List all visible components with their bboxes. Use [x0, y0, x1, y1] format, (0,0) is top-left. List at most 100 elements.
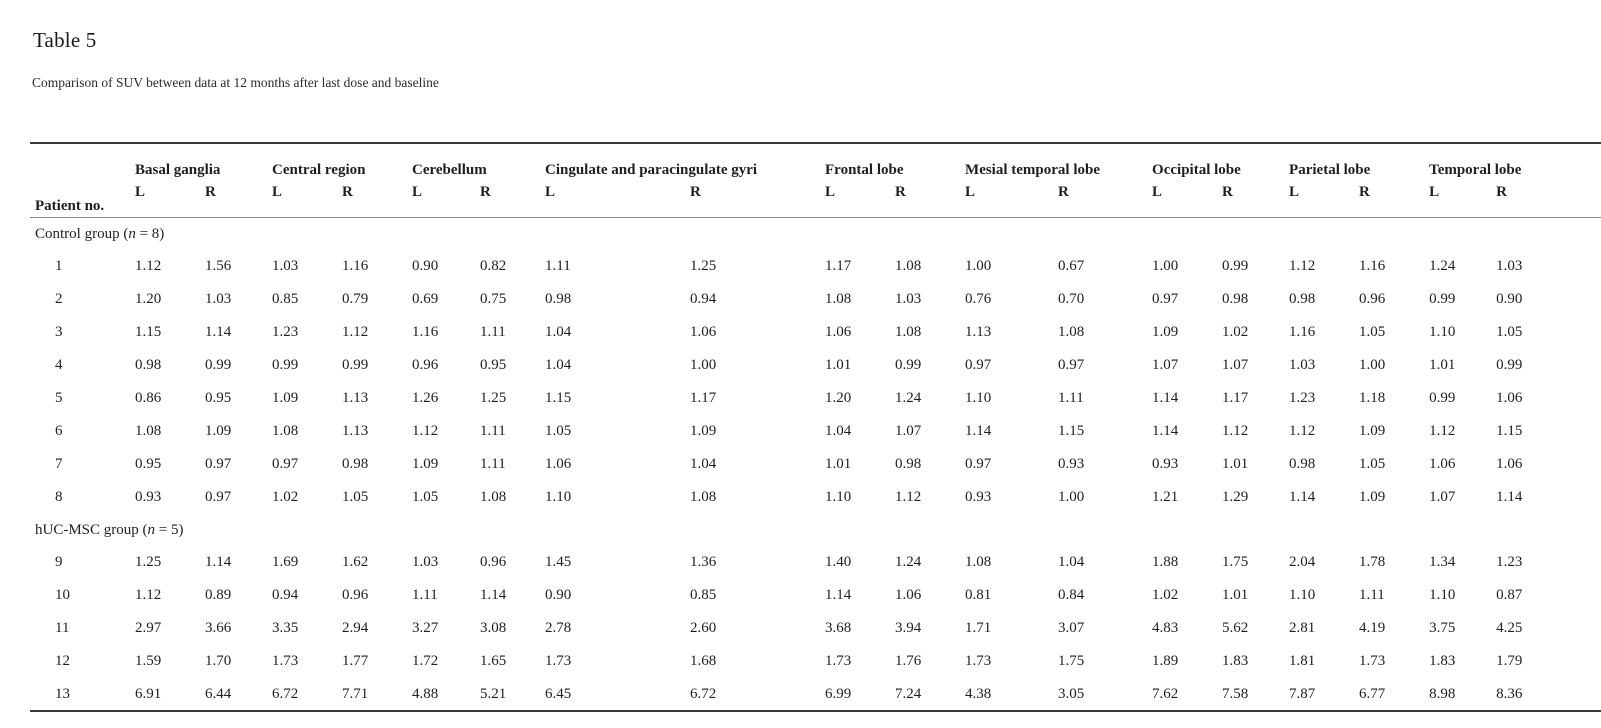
suv-value-cell: 6.72 [272, 685, 299, 702]
suv-value-cell: 1.09 [1359, 489, 1386, 505]
suv-value-cell: 1.78 [1359, 554, 1386, 570]
table-row: 9 1.25 1.14 1.69 1.62 1.03 0.96 1.45 1.36 1.40 1.2… [30, 546, 1601, 579]
suv-value-cell: 1.14 [1152, 390, 1179, 406]
suv-value-cell: 7.87 [1289, 685, 1316, 702]
suv-value-cell: 0.98 [135, 357, 162, 373]
suv-value-cell: 1.03 [412, 554, 439, 570]
suv-value-cell: 4.25 [1496, 620, 1523, 636]
suv-value-cell: 1.81 [1289, 653, 1316, 669]
suv-value-cell: 1.14 [1496, 489, 1523, 505]
table-body: Control group (n = 8) 1 1.12 1.56 1.03 1.16 0.… [30, 218, 1601, 712]
suv-value-cell: 0.99 [1429, 390, 1456, 406]
suv-value-cell: 1.34 [1429, 554, 1456, 570]
col-header-side: R [895, 184, 906, 200]
col-header-region: Occipital lobe [1152, 162, 1241, 178]
suv-value-cell: 0.93 [135, 489, 162, 505]
group-label-prefix: Control group ( [35, 225, 129, 242]
col-header-side: L [1152, 184, 1163, 200]
suv-value-cell: 0.90 [1496, 291, 1523, 307]
suv-value-cell: 1.12 [1222, 423, 1249, 439]
suv-value-cell: 1.11 [1058, 390, 1084, 406]
suv-value-cell: 1.23 [1289, 390, 1316, 406]
patient-number-cell: 6 [55, 423, 63, 439]
suv-value-cell: 1.76 [895, 653, 922, 669]
col-header-side: L [272, 184, 283, 200]
suv-value-cell: 0.85 [690, 587, 717, 603]
suv-value-cell: 1.14 [1152, 423, 1179, 439]
suv-value-cell: 1.08 [690, 489, 717, 505]
suv-value-cell: 4.38 [965, 685, 992, 702]
suv-value-cell: 1.83 [1429, 653, 1456, 669]
patient-number-cell: 10 [55, 587, 70, 603]
suv-value-cell: 1.09 [205, 423, 232, 439]
suv-value-cell: 4.19 [1359, 620, 1386, 636]
suv-value-cell: 1.08 [480, 489, 507, 505]
suv-value-cell: 1.71 [965, 620, 992, 636]
suv-value-cell: 1.08 [965, 554, 992, 570]
suv-value-cell: 1.11 [480, 324, 506, 340]
table-caption: Comparison of SUV between data at 12 mon… [32, 75, 439, 90]
suv-value-cell: 1.11 [480, 456, 506, 472]
suv-comparison-table: Patient no. Basal ganglia Central region Ce… [30, 142, 1601, 712]
suv-value-cell: 1.08 [1058, 324, 1085, 340]
suv-value-cell: 3.27 [412, 620, 439, 636]
suv-value-cell: 0.93 [1152, 456, 1179, 472]
col-header-side: R [1496, 184, 1507, 200]
table-row: 10 1.12 0.89 0.94 0.96 1.11 1.14 0.90 0.85 1.14 1.… [30, 579, 1601, 612]
patient-number-cell: 1 [55, 258, 63, 274]
col-header-region: Parietal lobe [1289, 162, 1371, 178]
suv-value-cell: 0.90 [545, 587, 572, 603]
col-header-region: Temporal lobe [1429, 162, 1522, 178]
suv-value-cell: 0.95 [205, 390, 232, 406]
suv-value-cell: 1.05 [342, 489, 369, 505]
suv-value-cell: 1.01 [825, 357, 852, 373]
patient-number-cell: 11 [55, 620, 70, 636]
suv-value-cell: 0.97 [272, 456, 299, 472]
suv-value-cell: 1.15 [1496, 423, 1523, 439]
suv-value-cell: 8.98 [1429, 685, 1456, 702]
table-row: 4 0.98 0.99 0.99 0.99 0.96 0.95 1.04 1.00 1.01 0.9… [30, 349, 1601, 382]
patient-number-cell: 4 [55, 357, 63, 373]
suv-value-cell: 1.08 [135, 423, 162, 439]
suv-value-cell: 1.45 [545, 554, 572, 570]
suv-value-cell: 1.20 [135, 291, 162, 307]
suv-value-cell: 1.14 [480, 587, 507, 603]
col-header-side: L [825, 184, 836, 200]
suv-value-cell: 1.10 [965, 390, 992, 406]
suv-value-cell: 1.10 [1289, 587, 1316, 603]
suv-value-cell: 0.85 [272, 291, 299, 307]
table-row: 6 1.08 1.09 1.08 1.13 1.12 1.11 1.05 1.09 1.04 1.0… [30, 415, 1601, 448]
suv-value-cell: 1.05 [1359, 456, 1386, 472]
suv-value-cell: 1.17 [1222, 390, 1249, 406]
table-row: 1 1.12 1.56 1.03 1.16 0.90 0.82 1.11 1.25 1.17 1.0… [30, 250, 1601, 283]
table-row: 12 1.59 1.70 1.73 1.77 1.72 1.65 1.73 1.68 1.73 1.… [30, 645, 1601, 678]
suv-value-cell: 1.09 [1152, 324, 1179, 340]
suv-value-cell: 1.16 [412, 324, 439, 340]
suv-value-cell: 1.09 [1359, 423, 1386, 439]
suv-value-cell: 1.03 [205, 291, 232, 307]
suv-value-cell: 1.14 [205, 324, 232, 340]
suv-value-cell: 2.94 [342, 620, 369, 636]
suv-value-cell: 1.18 [1359, 390, 1386, 406]
col-header-side: R [1058, 184, 1069, 200]
col-header-side: L [1289, 184, 1300, 200]
suv-value-cell: 0.97 [965, 456, 992, 472]
suv-value-cell: 1.24 [895, 390, 922, 406]
suv-value-cell: 1.16 [342, 258, 369, 274]
suv-value-cell: 1.12 [1289, 423, 1316, 439]
suv-value-cell: 1.04 [1058, 554, 1085, 570]
group-header-cell: Control group (n = 8) [30, 218, 1601, 251]
suv-value-cell: 1.07 [1152, 357, 1179, 373]
suv-value-cell: 5.62 [1222, 620, 1249, 636]
suv-value-cell: 1.12 [1289, 258, 1316, 274]
suv-value-cell: 8.36 [1496, 685, 1523, 702]
suv-value-cell: 0.90 [412, 258, 439, 274]
suv-value-cell: 1.15 [545, 390, 572, 406]
suv-value-cell: 0.82 [480, 258, 507, 274]
suv-value-cell: 1.73 [272, 653, 299, 669]
suv-value-cell: 1.12 [135, 258, 162, 274]
suv-value-cell: 3.35 [272, 620, 299, 636]
suv-value-cell: 7.24 [895, 685, 922, 702]
suv-value-cell: 1.10 [545, 489, 572, 505]
suv-value-cell: 1.12 [895, 489, 922, 505]
